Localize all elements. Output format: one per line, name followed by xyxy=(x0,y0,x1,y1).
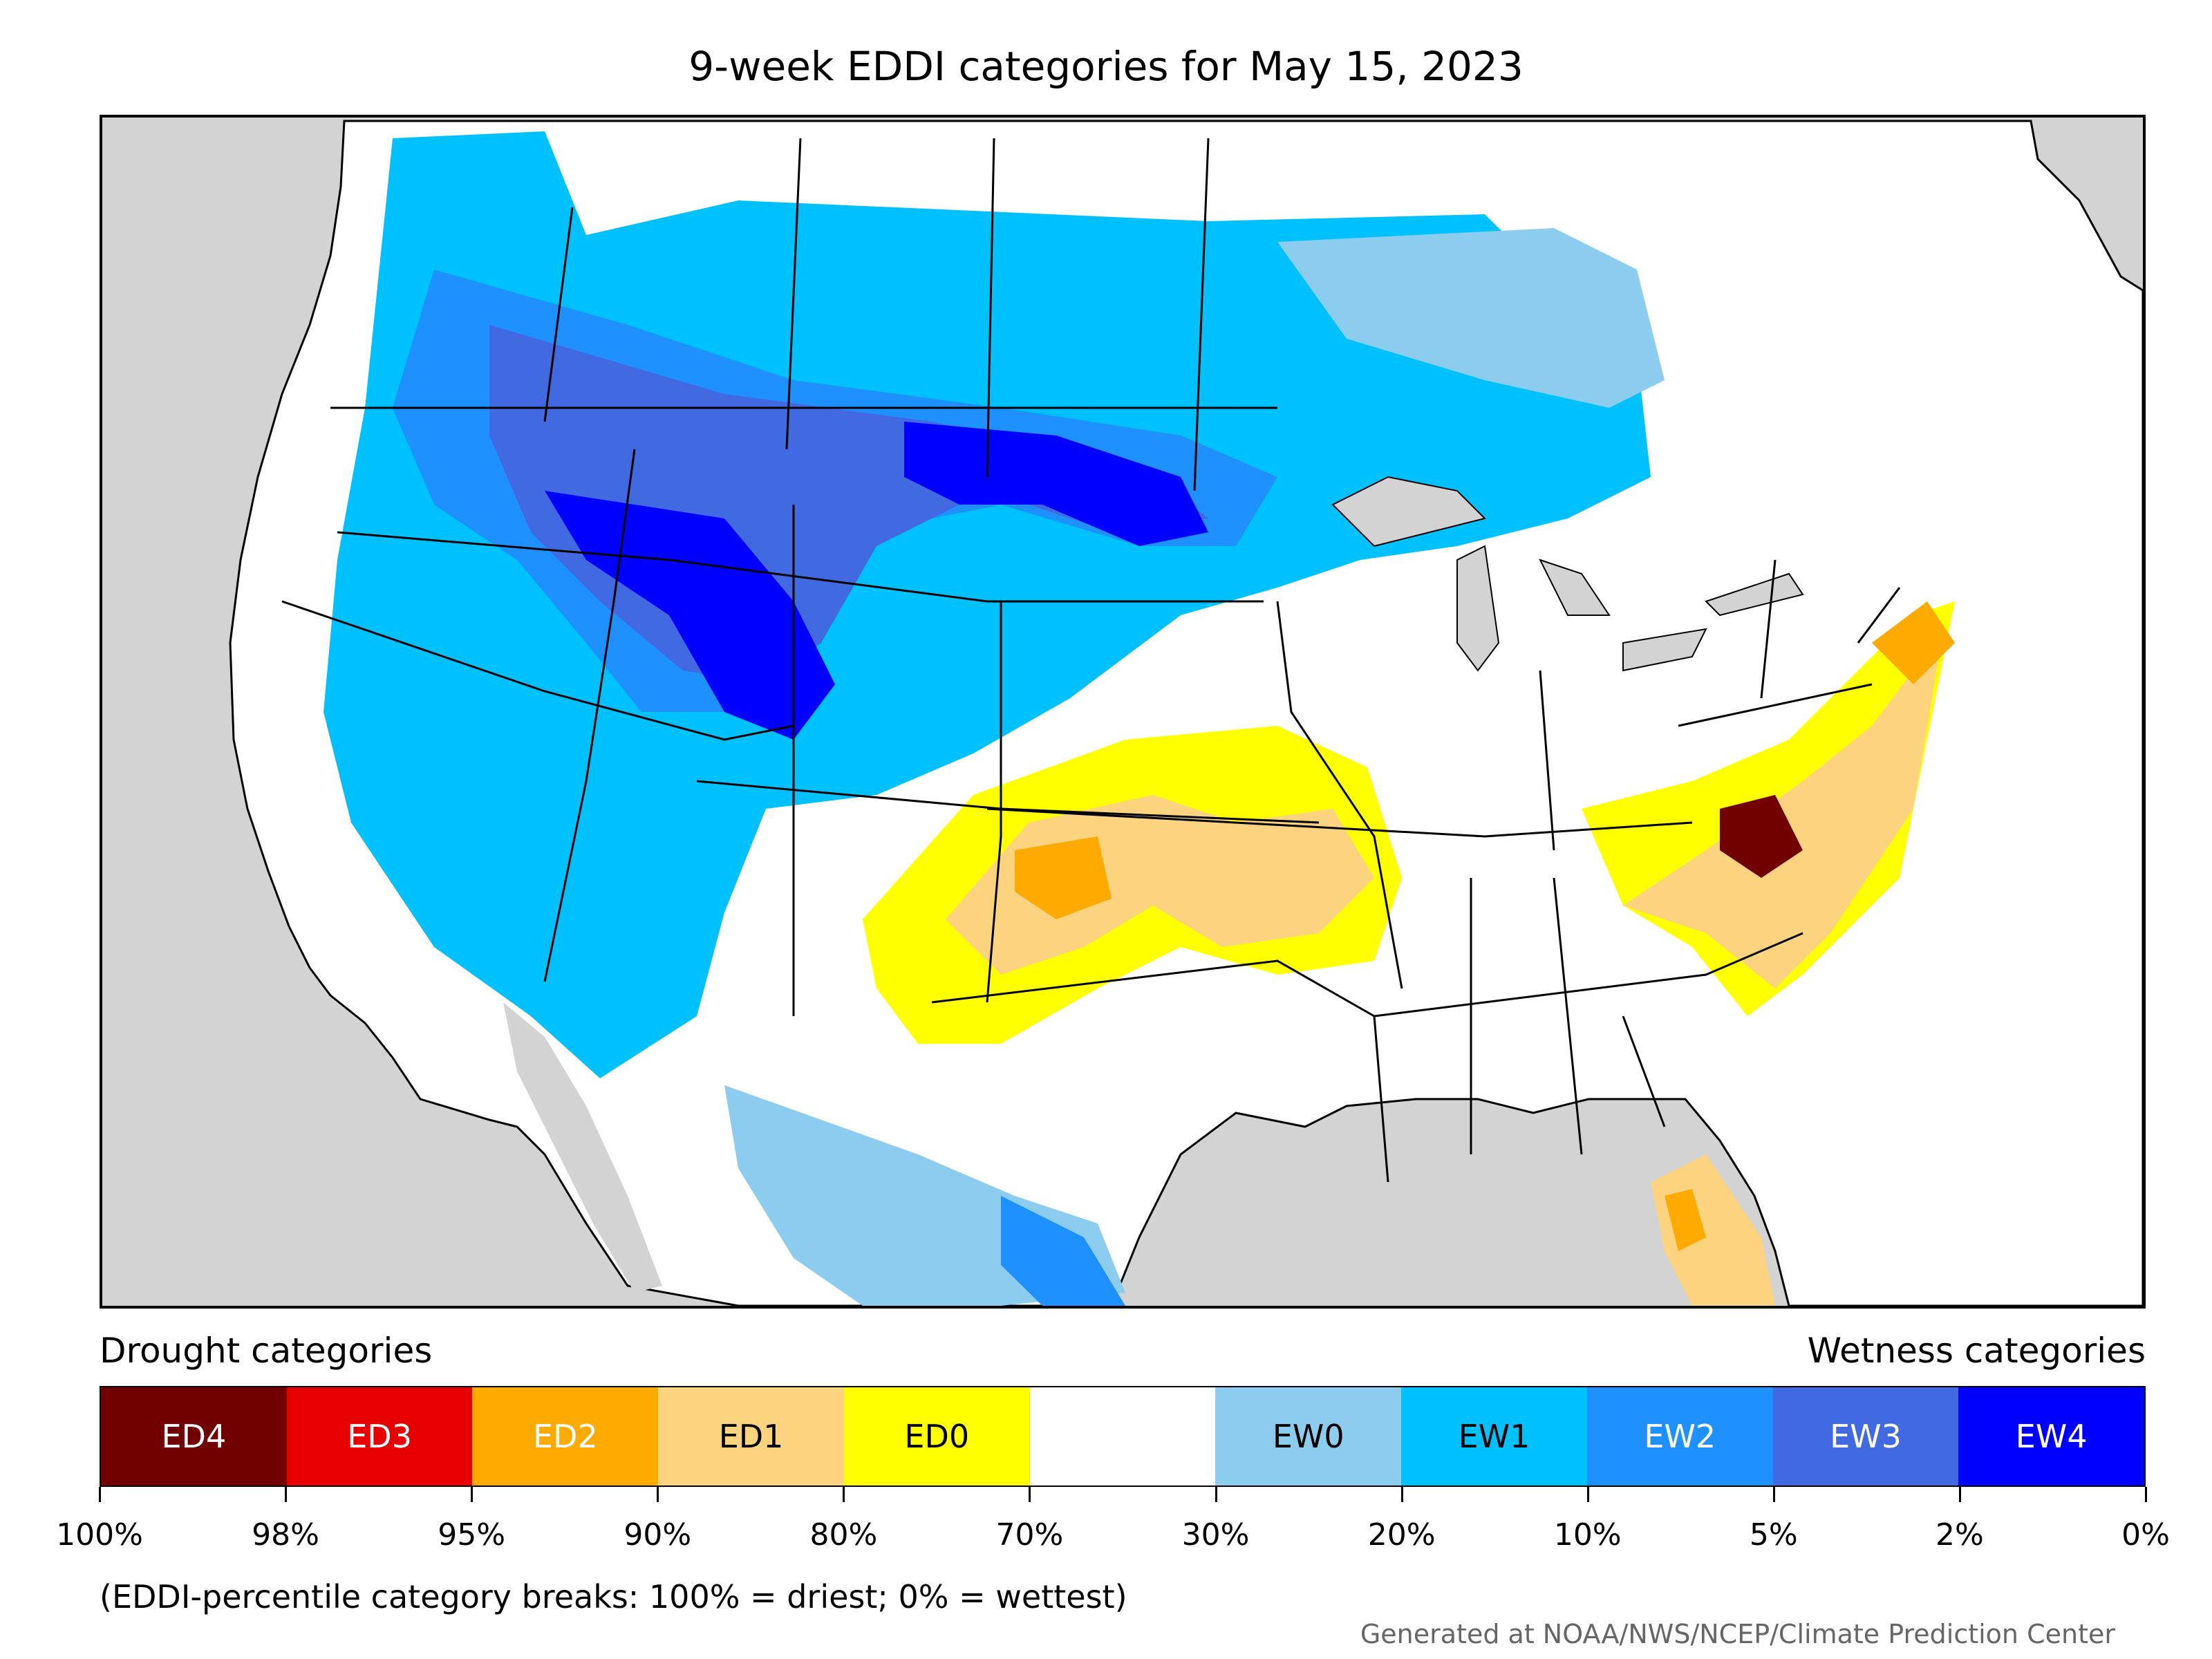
colorbar-tick-label: 5% xyxy=(1749,1517,1798,1553)
colorbar-tick xyxy=(1958,1487,1961,1502)
wet-region-ew0-north xyxy=(1277,228,1665,408)
colorbar-tick xyxy=(657,1487,659,1502)
legend-segment-ew4: EW4 xyxy=(1958,1387,2145,1485)
legend-segment-ed4: ED4 xyxy=(101,1387,287,1485)
colorbar-tick xyxy=(1400,1487,1403,1502)
credit-line: Generated at NOAA/NWS/NCEP/Climate Predi… xyxy=(1360,1619,2115,1649)
colorbar-tick-label: 100% xyxy=(56,1517,143,1553)
colorbar-tick xyxy=(99,1487,101,1502)
colorbar-tick xyxy=(1215,1487,1217,1502)
legend-segment-ew2: EW2 xyxy=(1586,1387,1773,1485)
chart-title: 9-week EDDI categories for May 15, 2023 xyxy=(688,43,1524,90)
wet-region-ew4 xyxy=(904,422,1208,546)
colorbar-tick-label: 10% xyxy=(1553,1517,1622,1553)
legend-segment-ew3: EW3 xyxy=(1772,1387,1959,1485)
wet-region-ew2-texas xyxy=(1001,1196,1125,1306)
great-lakes xyxy=(1331,476,1804,672)
dry-region-ed2-ne xyxy=(1872,601,1955,684)
dry-region-ed1-plains xyxy=(946,795,1374,975)
colorbar-tick-label: 95% xyxy=(438,1517,506,1553)
dry-region-ed4-virginia xyxy=(1720,795,1803,878)
colorbar-tick xyxy=(843,1487,845,1502)
colorbar-tick xyxy=(1586,1487,1589,1502)
state-borders xyxy=(281,138,1901,1183)
colorbar-ticks xyxy=(99,1487,2147,1515)
colorbar-tick xyxy=(1029,1487,1031,1502)
colorbar-tick xyxy=(285,1487,288,1502)
map-canvas xyxy=(229,120,2143,1306)
gulf-of-california xyxy=(503,1002,662,1293)
dry-region-ed2-florida xyxy=(1665,1189,1706,1251)
colorbar-tick xyxy=(2145,1487,2147,1502)
colorbar-tick-label: 90% xyxy=(624,1517,692,1553)
drought-categories-label: Drought categories xyxy=(100,1331,433,1371)
category-breaks-note: (EDDI-percentile category breaks: 100% =… xyxy=(100,1578,1127,1615)
colorbar-tick-label: 70% xyxy=(995,1517,1064,1553)
colorbar-tick-label: 80% xyxy=(809,1517,878,1553)
wet-region-ew4-west xyxy=(545,491,835,740)
colorbar-tick-label: 98% xyxy=(252,1517,319,1553)
colorbar-tick-label: 0% xyxy=(2121,1517,2170,1553)
legend-segment-ew0: EW0 xyxy=(1215,1387,1402,1485)
colorbar-tick xyxy=(1772,1487,1775,1502)
legend-segment-ed0: ED0 xyxy=(843,1387,1030,1485)
legend-segment-ed1: ED1 xyxy=(658,1387,844,1485)
wetness-categories-label: Wetness categories xyxy=(1807,1331,2146,1371)
eddi-map xyxy=(100,115,2146,1309)
colorbar-tick-label: 30% xyxy=(1181,1517,1250,1553)
colorbar-tick-label: 2% xyxy=(1936,1517,1984,1553)
legend-segment-ew1: EW1 xyxy=(1401,1387,1587,1485)
legend-segment-ed2: ED2 xyxy=(472,1387,659,1485)
category-colorbar: ED4 ED3 ED2 ED1 ED0 EW0 EW1 EW2 EW3 EW4 xyxy=(100,1386,2146,1487)
colorbar-tick xyxy=(471,1487,474,1502)
legend-segment-normal xyxy=(1029,1387,1216,1485)
colorbar-tick-label: 20% xyxy=(1367,1517,1436,1553)
dry-region-ed2-kansas xyxy=(1015,836,1112,919)
legend-segment-ed3: ED3 xyxy=(286,1387,473,1485)
